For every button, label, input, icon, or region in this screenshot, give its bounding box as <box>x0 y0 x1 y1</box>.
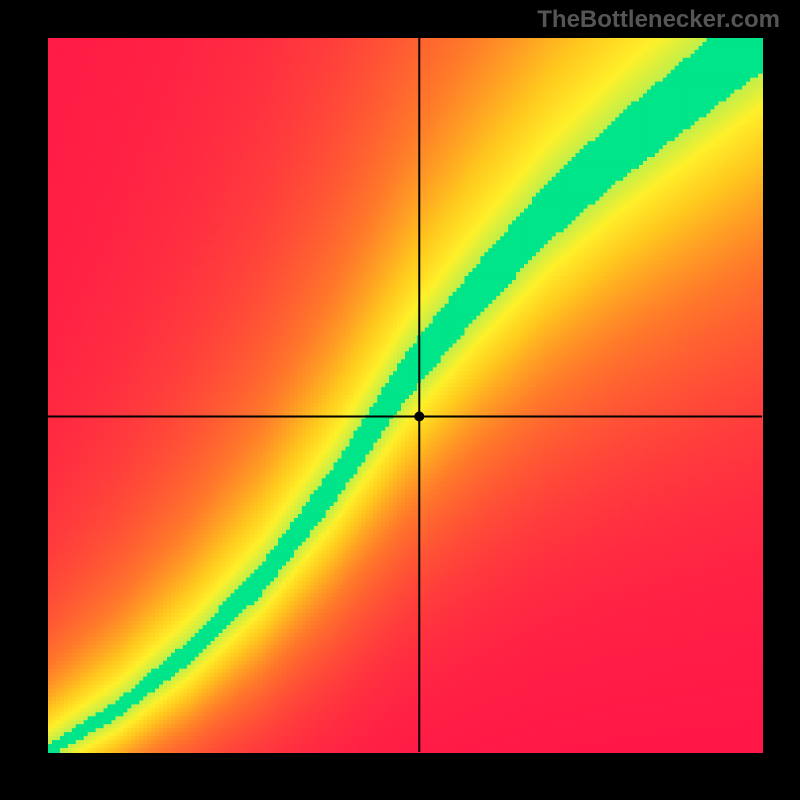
chart-container: TheBottlenecker.com <box>0 0 800 800</box>
bottleneck-heatmap <box>0 0 800 800</box>
watermark-text: TheBottlenecker.com <box>537 6 780 34</box>
